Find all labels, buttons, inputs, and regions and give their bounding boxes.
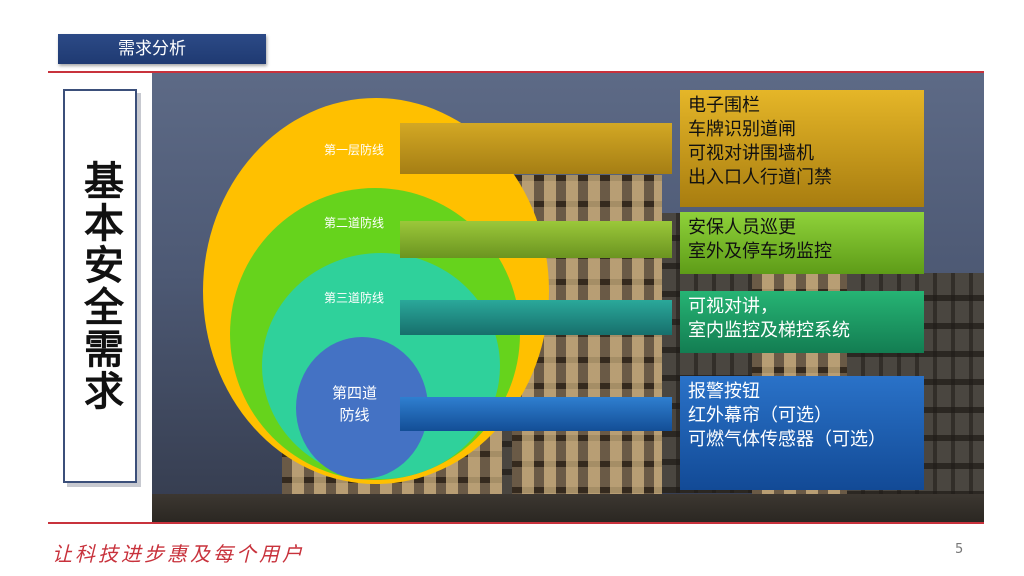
page-number: 5 xyxy=(955,542,964,557)
requirement-item: 电子围栏 xyxy=(688,95,760,116)
bottom-divider xyxy=(48,522,984,524)
ring-label-3: 第三道防线 xyxy=(324,291,385,305)
requirements-box-2: 安保人员巡更 室外及停车场监控 xyxy=(680,212,924,274)
requirement-item: 红外幕帘（可选） xyxy=(688,405,832,426)
requirement-item: 出入口人行道门禁 xyxy=(688,167,832,188)
requirement-item: 可燃气体传感器（可选） xyxy=(688,429,886,450)
requirement-item: 安保人员巡更 xyxy=(688,217,796,238)
requirements-box-3: 可视对讲， 室内监控及梯控系统 xyxy=(680,291,924,353)
connector-bar-4 xyxy=(400,397,672,431)
requirement-item: 可视对讲围墙机 xyxy=(688,143,814,164)
connector-bar-2 xyxy=(400,221,672,258)
requirement-item: 可视对讲， xyxy=(688,296,778,317)
requirements-box-1: 电子围栏 车牌识别道闸 可视对讲围墙机 出入口人行道门禁 xyxy=(680,90,924,207)
connector-bar-1 xyxy=(400,123,672,174)
requirement-item: 室外及停车场监控 xyxy=(688,241,832,262)
side-heading-box: 基本安全需求 xyxy=(63,89,137,483)
requirement-item: 室内监控及梯控系统 xyxy=(688,320,850,341)
ring-label-2: 第二道防线 xyxy=(324,216,385,230)
slide-title: 需求分析 xyxy=(58,34,266,64)
requirement-item: 车牌识别道闸 xyxy=(688,119,796,140)
ring-label-4: 第四道 防线 xyxy=(332,384,378,424)
requirement-item: 报警按钮 xyxy=(688,381,760,402)
connector-bar-3 xyxy=(400,300,672,335)
top-divider xyxy=(48,71,984,73)
requirements-box-4: 报警按钮 红外幕帘（可选） 可燃气体传感器（可选） xyxy=(680,376,924,490)
footer-slogan: 让科技进步惠及每个用户 xyxy=(52,542,305,566)
side-heading: 基本安全需求 xyxy=(77,160,123,412)
ring-label-1: 第一层防线 xyxy=(324,143,385,157)
